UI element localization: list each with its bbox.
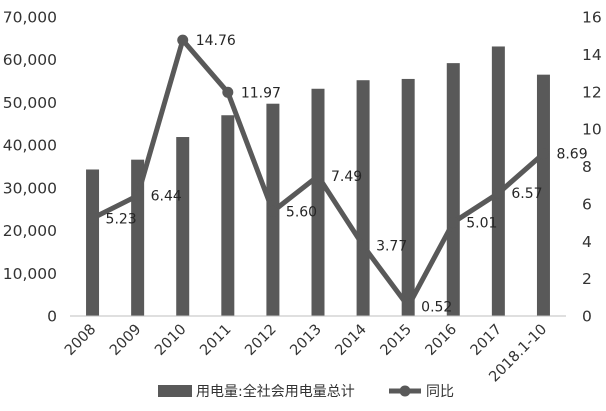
line-data-label: 5.60 (286, 204, 317, 220)
line-data-label: 14.76 (196, 33, 236, 49)
line-data-label: 5.23 (106, 211, 137, 227)
right-y-tick-label: 4 (582, 233, 592, 251)
x-tick-label: 2010 (152, 322, 189, 359)
line-point (177, 34, 189, 46)
line-data-label: 3.77 (376, 239, 407, 255)
left-y-tick-label: 20,000 (3, 222, 57, 240)
x-tick-label: 2013 (287, 322, 324, 359)
right-y-tick-label: 10 (582, 121, 602, 139)
legend-bar-swatch (158, 385, 192, 397)
right-y-tick-label: 16 (582, 9, 602, 27)
line-data-label: 7.49 (331, 169, 362, 185)
bar (536, 74, 550, 317)
line-point (222, 86, 234, 98)
left-y-tick-label: 70,000 (3, 9, 57, 27)
data-labels: 5.23 6.44 14.76 11.97 5.60 7.49 3.77 0.52 5.01 6.… (106, 33, 588, 315)
legend-bar-label: 用电量:全社会用电量总计 (196, 383, 355, 400)
bar (86, 169, 100, 316)
x-tick-label: 2009 (107, 322, 144, 359)
left-y-tick-label: 60,000 (3, 51, 57, 69)
line-data-label: 6.44 (151, 189, 182, 205)
left-y-tick-label: 30,000 (3, 179, 57, 197)
left-y-axis: 0 10,000 20,000 30,000 40,000 50,000 60,000 70,… (3, 9, 57, 326)
bar (221, 115, 235, 316)
x-tick-label: 2017 (468, 322, 505, 359)
right-y-axis: 0 2 4 6 8 10 12 14 16 (582, 9, 602, 326)
line-point (87, 212, 99, 224)
legend: 用电量:全社会用电量总计 同比 (158, 383, 454, 400)
line-series (87, 34, 549, 312)
line-data-label: 5.01 (466, 215, 497, 231)
right-y-tick-label: 2 (582, 270, 592, 288)
bar (446, 63, 460, 317)
right-y-tick-label: 12 (582, 83, 602, 101)
bar (356, 80, 370, 317)
x-tick-label: 2011 (197, 322, 234, 359)
legend-line-label: 同比 (426, 384, 454, 400)
line-point (312, 170, 324, 182)
x-tick-label: 2014 (333, 322, 370, 359)
right-y-tick-label: 14 (582, 46, 602, 64)
bar-series (86, 46, 550, 317)
x-tick-label: 2015 (378, 322, 415, 359)
left-y-tick-label: 50,000 (3, 94, 57, 112)
line-point (402, 300, 414, 312)
bar (491, 46, 505, 316)
line-data-label: 0.52 (421, 299, 452, 315)
line-point (447, 216, 459, 228)
right-y-tick-label: 0 (582, 308, 592, 326)
x-tick-label: 2008 (62, 322, 99, 359)
left-y-tick-label: 40,000 (3, 137, 57, 155)
bar (311, 88, 325, 316)
line-point (492, 187, 504, 199)
x-axis: 2008 2009 2010 2011 2012 2013 2014 2015 2016 2017… (62, 322, 550, 386)
x-tick-label: 2012 (242, 322, 279, 359)
line-point (132, 190, 144, 202)
left-y-tick-label: 0 (47, 308, 57, 326)
line-data-label: 8.69 (556, 147, 587, 163)
line-data-label: 6.57 (511, 186, 542, 202)
bar (176, 137, 190, 316)
line-point (267, 205, 279, 217)
legend-line-marker (399, 385, 411, 397)
x-tick-label: 2016 (423, 322, 460, 359)
line-point (537, 148, 549, 160)
right-y-tick-label: 8 (582, 158, 592, 176)
line-point (357, 240, 369, 252)
bar (401, 78, 415, 316)
line-data-label: 11.97 (241, 85, 281, 101)
right-y-tick-label: 6 (582, 195, 592, 213)
left-y-tick-label: 10,000 (3, 265, 57, 283)
